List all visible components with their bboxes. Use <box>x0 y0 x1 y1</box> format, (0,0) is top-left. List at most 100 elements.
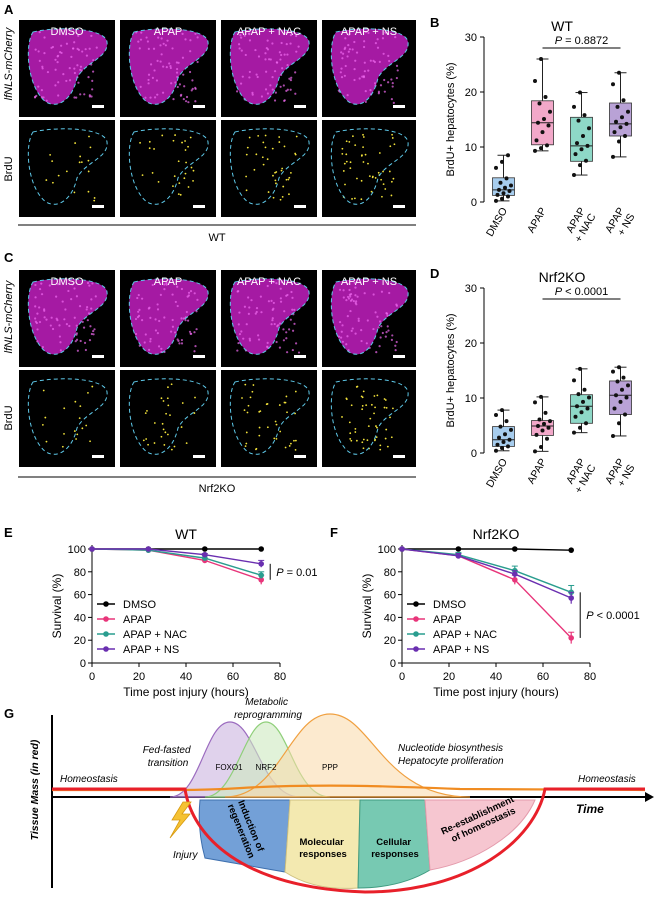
brdu-dot <box>275 171 278 173</box>
nucleus-dot <box>387 329 390 332</box>
liver-lobe-mcherry <box>230 28 310 105</box>
nucleus-dot <box>238 332 242 336</box>
brdu-dot <box>174 134 176 136</box>
nucleus-dot <box>79 339 82 343</box>
brdu-dot <box>393 143 396 146</box>
row-label-brdu-c: BrdU <box>3 405 15 430</box>
nucleus-dot <box>338 320 342 324</box>
nucleus-dot <box>37 85 40 88</box>
nucleus-dot <box>348 288 351 292</box>
nucleus-dot <box>297 45 300 48</box>
data-point <box>617 421 621 426</box>
homeostasis-line <box>52 784 646 792</box>
nucleus-dot <box>244 53 247 57</box>
nucleus-dot <box>60 44 63 47</box>
nucleus-dot <box>137 310 140 313</box>
nucleus-dot <box>342 296 345 299</box>
homeostasis-right-label: Homeostasis <box>578 774 636 785</box>
brdu-dot <box>389 145 392 148</box>
legend-marker <box>413 601 419 607</box>
nucleus-dot <box>379 336 382 339</box>
nucleus-dot <box>254 312 257 315</box>
p-value: = 0.8872 <box>562 35 608 47</box>
nucleus-dot <box>136 315 140 319</box>
brdu-dot <box>350 439 353 442</box>
brdu-dot <box>354 431 357 433</box>
nucleus-dot <box>86 319 89 322</box>
nucleus-dot <box>139 85 142 88</box>
nucleus-dot <box>372 59 375 62</box>
nucleus-dot <box>144 333 147 336</box>
nucleus-dot <box>378 345 381 348</box>
scale-bar <box>393 105 405 108</box>
brdu-dot <box>274 179 277 182</box>
nucleus-dot <box>169 330 173 333</box>
brdu-dot <box>289 171 292 174</box>
nucleus-dot <box>160 37 163 40</box>
x-category-label: APAP <box>525 206 549 236</box>
nucleus-dot <box>175 67 179 71</box>
nucleus-dot <box>363 61 366 64</box>
lobe-outline <box>128 28 209 105</box>
micrograph-a-brdu-3 <box>322 120 416 217</box>
nucleus-dot <box>48 284 51 287</box>
nucleus-dot <box>376 315 379 318</box>
data-point <box>585 406 590 411</box>
nucleus-dot <box>235 90 239 93</box>
brdu-dot <box>258 434 261 437</box>
nucleus-dot <box>352 299 355 303</box>
nucleus-dot <box>88 47 91 50</box>
brdu-dot <box>379 444 382 447</box>
brdu-dot <box>378 152 381 154</box>
brdu-dot <box>262 141 265 144</box>
nucleus-dot <box>340 330 343 333</box>
nucleus-dot <box>275 282 278 285</box>
nucleus-dot <box>388 59 391 63</box>
nucleus-dot <box>81 320 84 324</box>
nucleus-dot <box>93 328 96 331</box>
lobe-outline <box>229 128 310 205</box>
data-point <box>455 546 462 552</box>
brdu-dot <box>275 438 278 440</box>
nucleus-dot <box>270 299 273 303</box>
brdu-dot <box>266 426 269 429</box>
brdu-dot <box>87 391 89 394</box>
nucleus-dot <box>279 58 282 61</box>
data-point <box>614 119 618 124</box>
brdu-dot <box>185 442 188 445</box>
fed-fasted-line1: Fed-fasted <box>143 745 191 756</box>
nucleus-dot <box>156 59 159 62</box>
data-point <box>500 159 504 164</box>
y-axis-label: BrdU+ hepatocytes (%) <box>445 313 457 427</box>
data-point <box>533 400 537 405</box>
data-point <box>546 425 551 430</box>
brdu-dot <box>390 194 393 197</box>
nucleus-dot <box>169 66 172 70</box>
chart-b-wt-brdu: B WT 0 10 20 30 BrdU+ hepatocytes (%) DMSO APAP A… <box>430 15 637 245</box>
nucleus-dot <box>392 101 395 104</box>
legend-label: APAP + NAC <box>433 629 497 641</box>
y-tick-label: 100 <box>68 544 86 556</box>
chart-title: Nrf2KO <box>473 526 520 542</box>
nucleus-dot <box>344 64 347 68</box>
nucleus-dot <box>266 341 269 344</box>
nucleus-dot <box>388 291 391 295</box>
data-point <box>618 399 623 404</box>
nucleus-dot <box>158 319 161 323</box>
nucleus-dot <box>384 31 387 34</box>
nucleus-dot <box>163 283 166 286</box>
nucleus-dot <box>49 324 52 327</box>
legend-label: DMSO <box>433 599 466 611</box>
nucleus-dot <box>247 312 250 315</box>
nucleus-dot <box>293 322 296 325</box>
condition-label-a-3: APAP + NS <box>341 26 397 38</box>
chart-title: Nrf2KO <box>539 269 586 285</box>
nucleus-dot <box>89 325 92 328</box>
data-point <box>621 375 626 380</box>
brdu-dot <box>388 170 391 173</box>
nucleus-dot <box>57 81 60 84</box>
nucleus-dot <box>65 79 68 83</box>
brdu-dot <box>384 437 387 440</box>
brdu-dot <box>274 420 277 423</box>
brdu-dot <box>184 172 187 175</box>
